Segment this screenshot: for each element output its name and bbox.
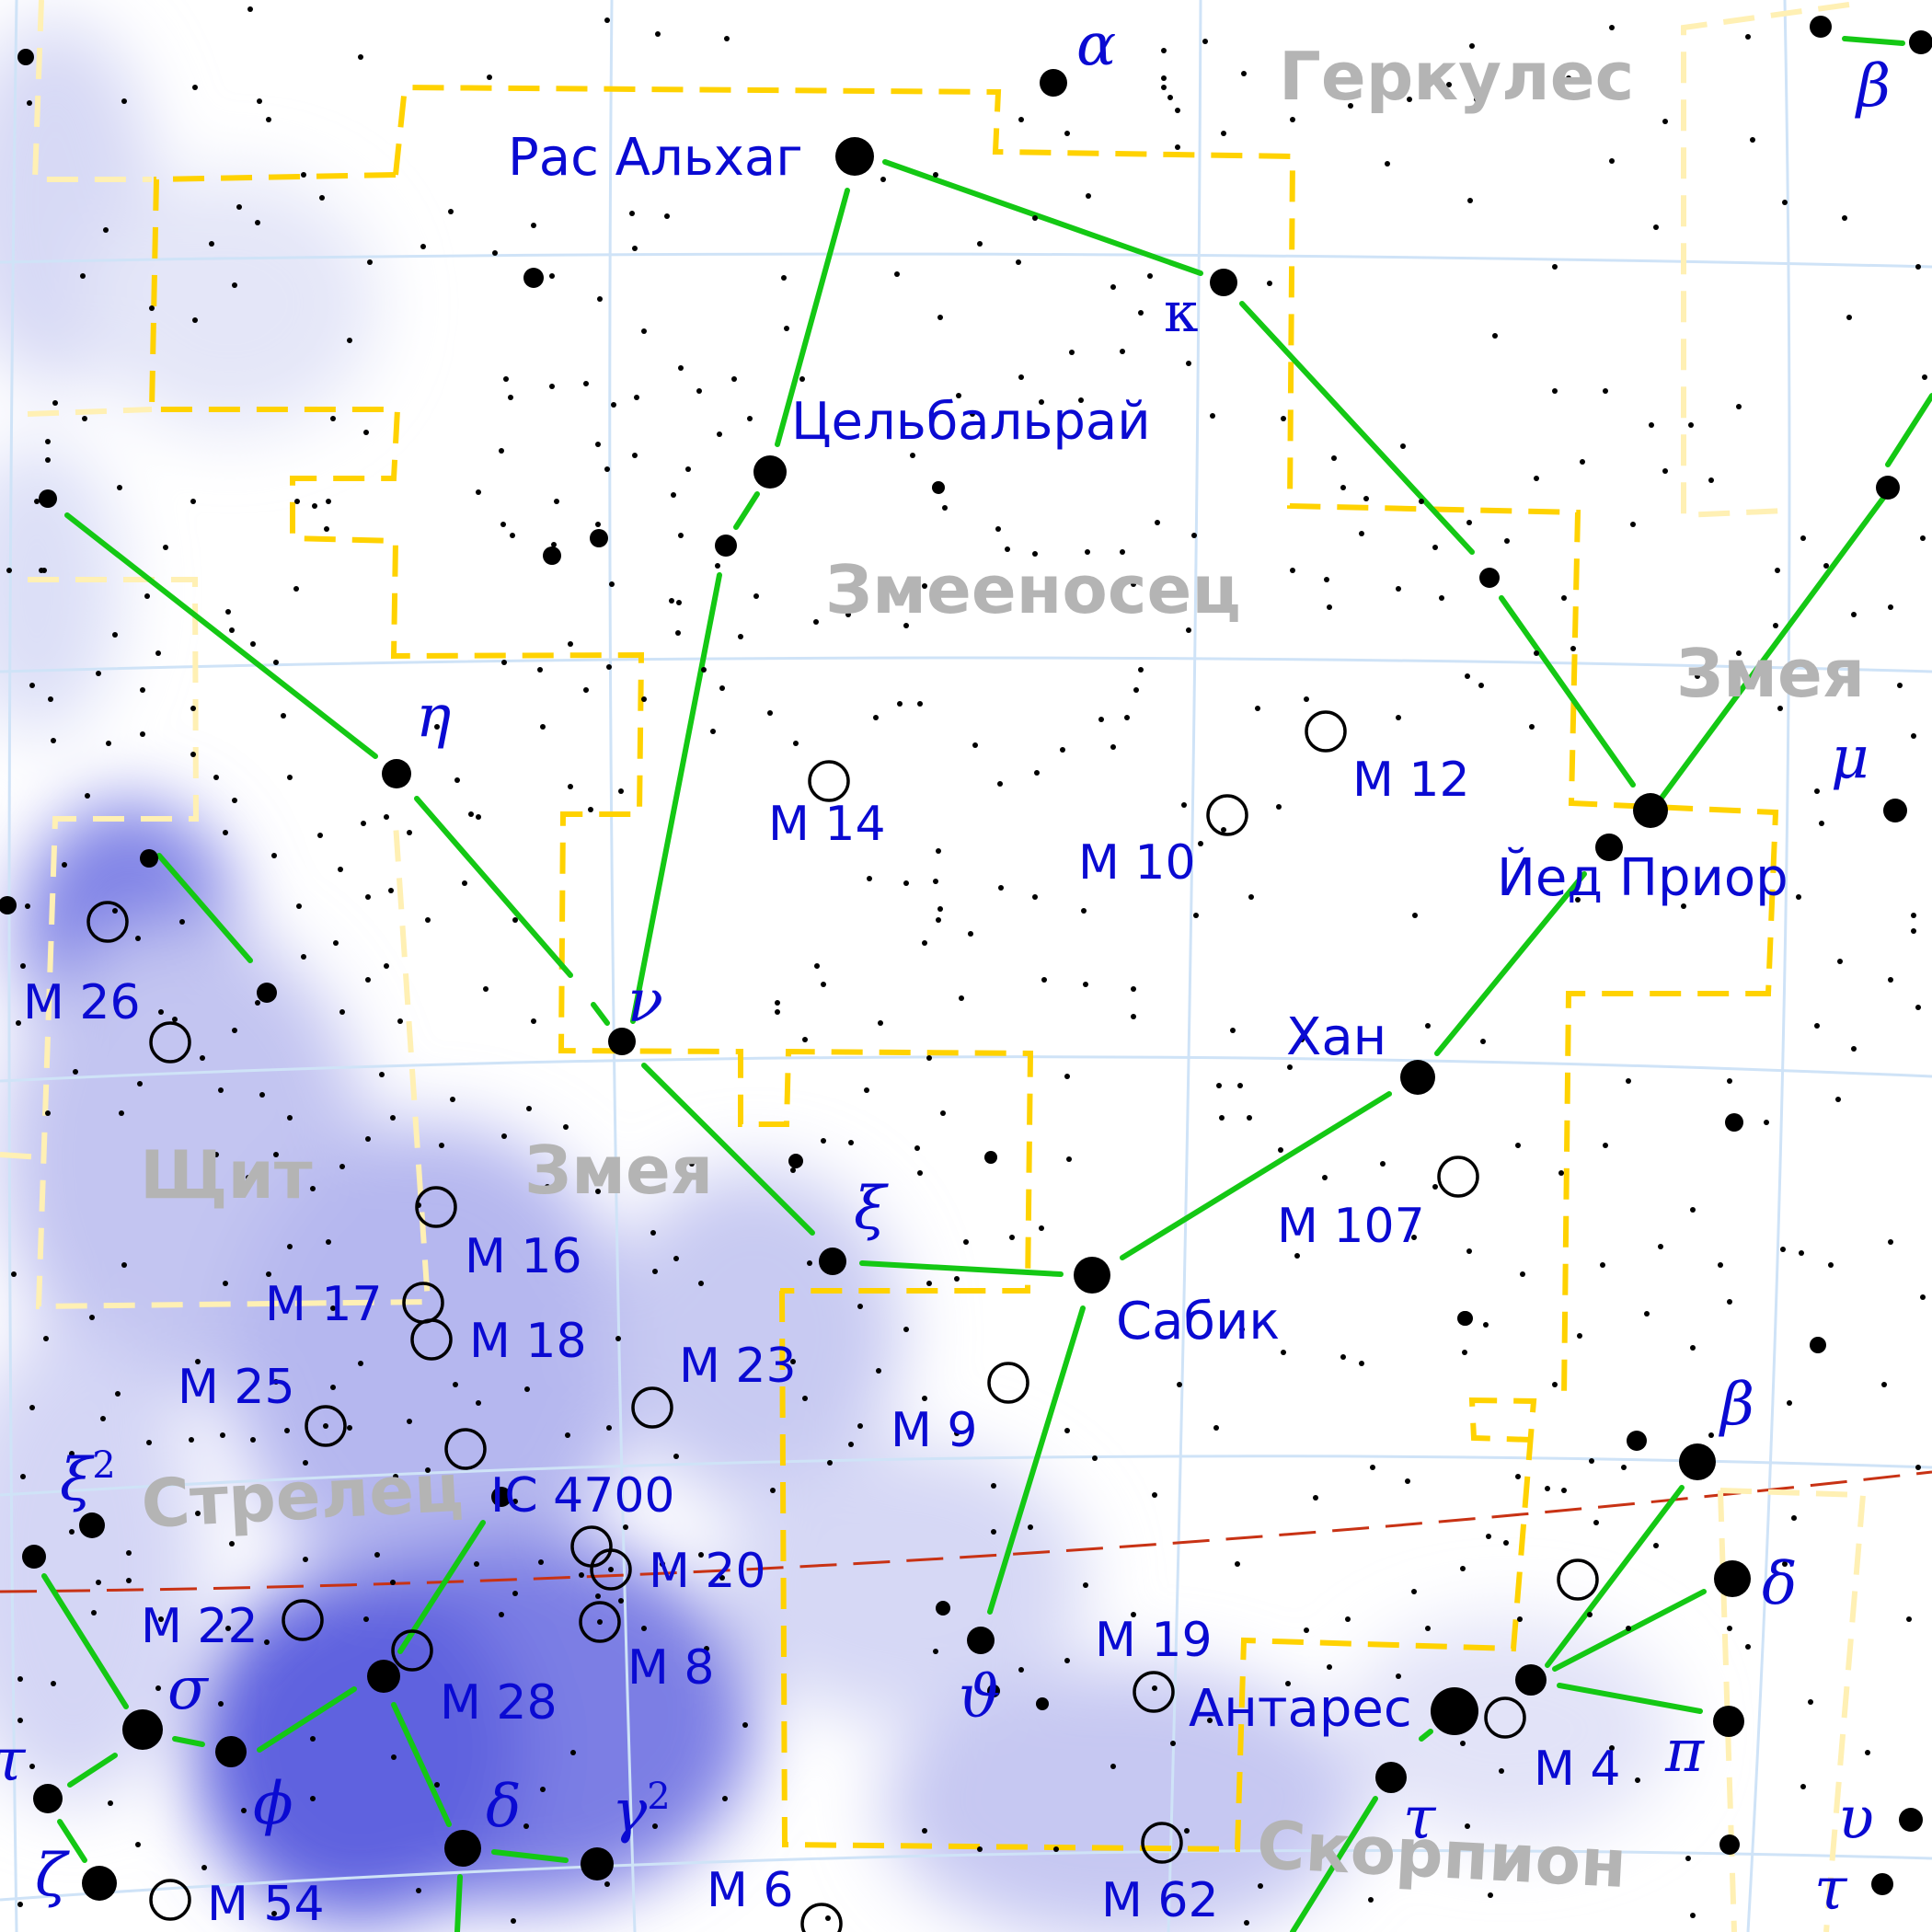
label-sabik: Сабик [1116, 1292, 1280, 1351]
label-nu: ν [627, 968, 663, 1036]
label-tau-sco2: τ [1814, 1856, 1848, 1924]
label-delta-sco: δ [1762, 1550, 1798, 1618]
label-m16: M 16 [465, 1229, 582, 1284]
star-eta [382, 759, 411, 788]
ecliptic [0, 1470, 1932, 1593]
label-tau-sco: τ [1403, 1785, 1437, 1853]
label-beta-her: β [1855, 52, 1891, 121]
label-ophiuchus: Змееносец [825, 551, 1241, 628]
label-ras-alhague: Рас Альхаг [508, 128, 803, 188]
xi2-sup: 2 [92, 1444, 115, 1487]
star-tau-sgr [33, 1784, 63, 1813]
label-cebalrai: Цельбальрай [791, 392, 1151, 452]
star-antares [1431, 1687, 1478, 1735]
label-pi-sco: π [1664, 1718, 1705, 1786]
label-xi: ξ [854, 1175, 889, 1243]
deep-sky-labels: M 14 M 10 M 12 M 107 M 9 M 19 M 4 M 62 M… [23, 753, 1620, 1932]
star-zeta-sgr [82, 1866, 117, 1901]
constellation-labels: Геркулес Змееносец Змея Змея Щит Стрелец… [139, 38, 1865, 1903]
xi2-letter: ξ [60, 1446, 95, 1514]
label-sagittarius: Стрелец [139, 1449, 465, 1543]
label-m18: M 18 [469, 1314, 587, 1369]
star-alpha-her [1040, 69, 1067, 97]
label-m12: M 12 [1352, 753, 1470, 808]
label-ic4700: IC 4700 [490, 1468, 675, 1524]
label-m107: M 107 [1277, 1199, 1425, 1254]
label-m26: M 26 [23, 975, 141, 1030]
star-phi [215, 1736, 247, 1767]
star-cebalrai [753, 455, 787, 489]
star-theta [967, 1627, 995, 1654]
deep-sky-objects [86, 710, 1599, 1932]
star-han [1400, 1060, 1435, 1095]
label-m19: M 19 [1095, 1613, 1213, 1668]
star-sigma [122, 1709, 163, 1750]
label-alpha-her: α [1076, 11, 1116, 79]
star-yed-prior [1633, 793, 1668, 828]
label-hercules: Геркулес [1279, 38, 1634, 115]
label-m10: M 10 [1078, 835, 1196, 891]
label-m9: M 9 [891, 1403, 977, 1458]
label-eta: η [416, 683, 451, 751]
label-scutum: Щит [140, 1136, 313, 1213]
label-m25: M 25 [178, 1360, 295, 1415]
label-xi2: ξ2 [60, 1444, 116, 1514]
label-kappa: κ [1164, 281, 1199, 345]
label-tau-sgr: τ [0, 1727, 27, 1795]
star-gamma2 [581, 1847, 614, 1880]
label-m23: M 23 [679, 1339, 797, 1394]
label-serpens-cauda: Змея [524, 1132, 713, 1209]
label-m14: M 14 [768, 797, 886, 852]
background-stars [6, 6, 1927, 1926]
gamma2-sup: 2 [647, 1776, 670, 1818]
gamma2-letter: γ [612, 1777, 648, 1846]
star-kappa [1210, 269, 1237, 296]
stick-figures [41, 36, 1932, 1932]
label-gamma2: γ2 [612, 1776, 671, 1846]
label-yed-prior: Йед Приор [1497, 847, 1788, 908]
label-m6: M 6 [707, 1863, 793, 1918]
label-zeta-sgr: ζ [35, 1842, 70, 1910]
star-labels: Рас Альхаг Цельбальрай Сабик Хан Йед При… [508, 128, 1788, 1739]
bright-stars [0, 16, 1932, 1901]
star-xi2 [79, 1512, 105, 1538]
label-m54: M 54 [207, 1877, 325, 1932]
star-sabik [1074, 1257, 1110, 1294]
label-delta-sgr: δ [486, 1773, 522, 1841]
label-han: Хан [1286, 1007, 1386, 1067]
label-m22: M 22 [141, 1599, 259, 1654]
label-m20: M 20 [649, 1544, 766, 1599]
bayer-labels: α κ η ν ξ ϑ β μ β δ π τ υ τ σ ϕ τ ζ δ γ2… [0, 11, 1891, 1924]
label-m17: M 17 [265, 1277, 383, 1332]
star-ras-alhague [835, 137, 874, 176]
label-serpens-caput: Змея [1676, 635, 1865, 712]
label-m62: M 62 [1101, 1873, 1219, 1928]
label-mu: μ [1831, 724, 1869, 792]
label-m28: M 28 [440, 1675, 558, 1731]
label-theta: ϑ [959, 1663, 1001, 1731]
label-beta-sco: β [1719, 1371, 1754, 1439]
label-phi: ϕ [253, 1770, 293, 1838]
star-xi [819, 1248, 846, 1275]
star-nu [608, 1028, 636, 1055]
star-delta-sgr [444, 1830, 481, 1867]
label-m4: M 4 [1534, 1742, 1620, 1797]
label-m8: M 8 [627, 1640, 714, 1696]
label-upsilon: υ [1838, 1785, 1874, 1853]
label-antares: Антарес [1189, 1679, 1412, 1739]
label-sigma: σ [167, 1655, 210, 1723]
